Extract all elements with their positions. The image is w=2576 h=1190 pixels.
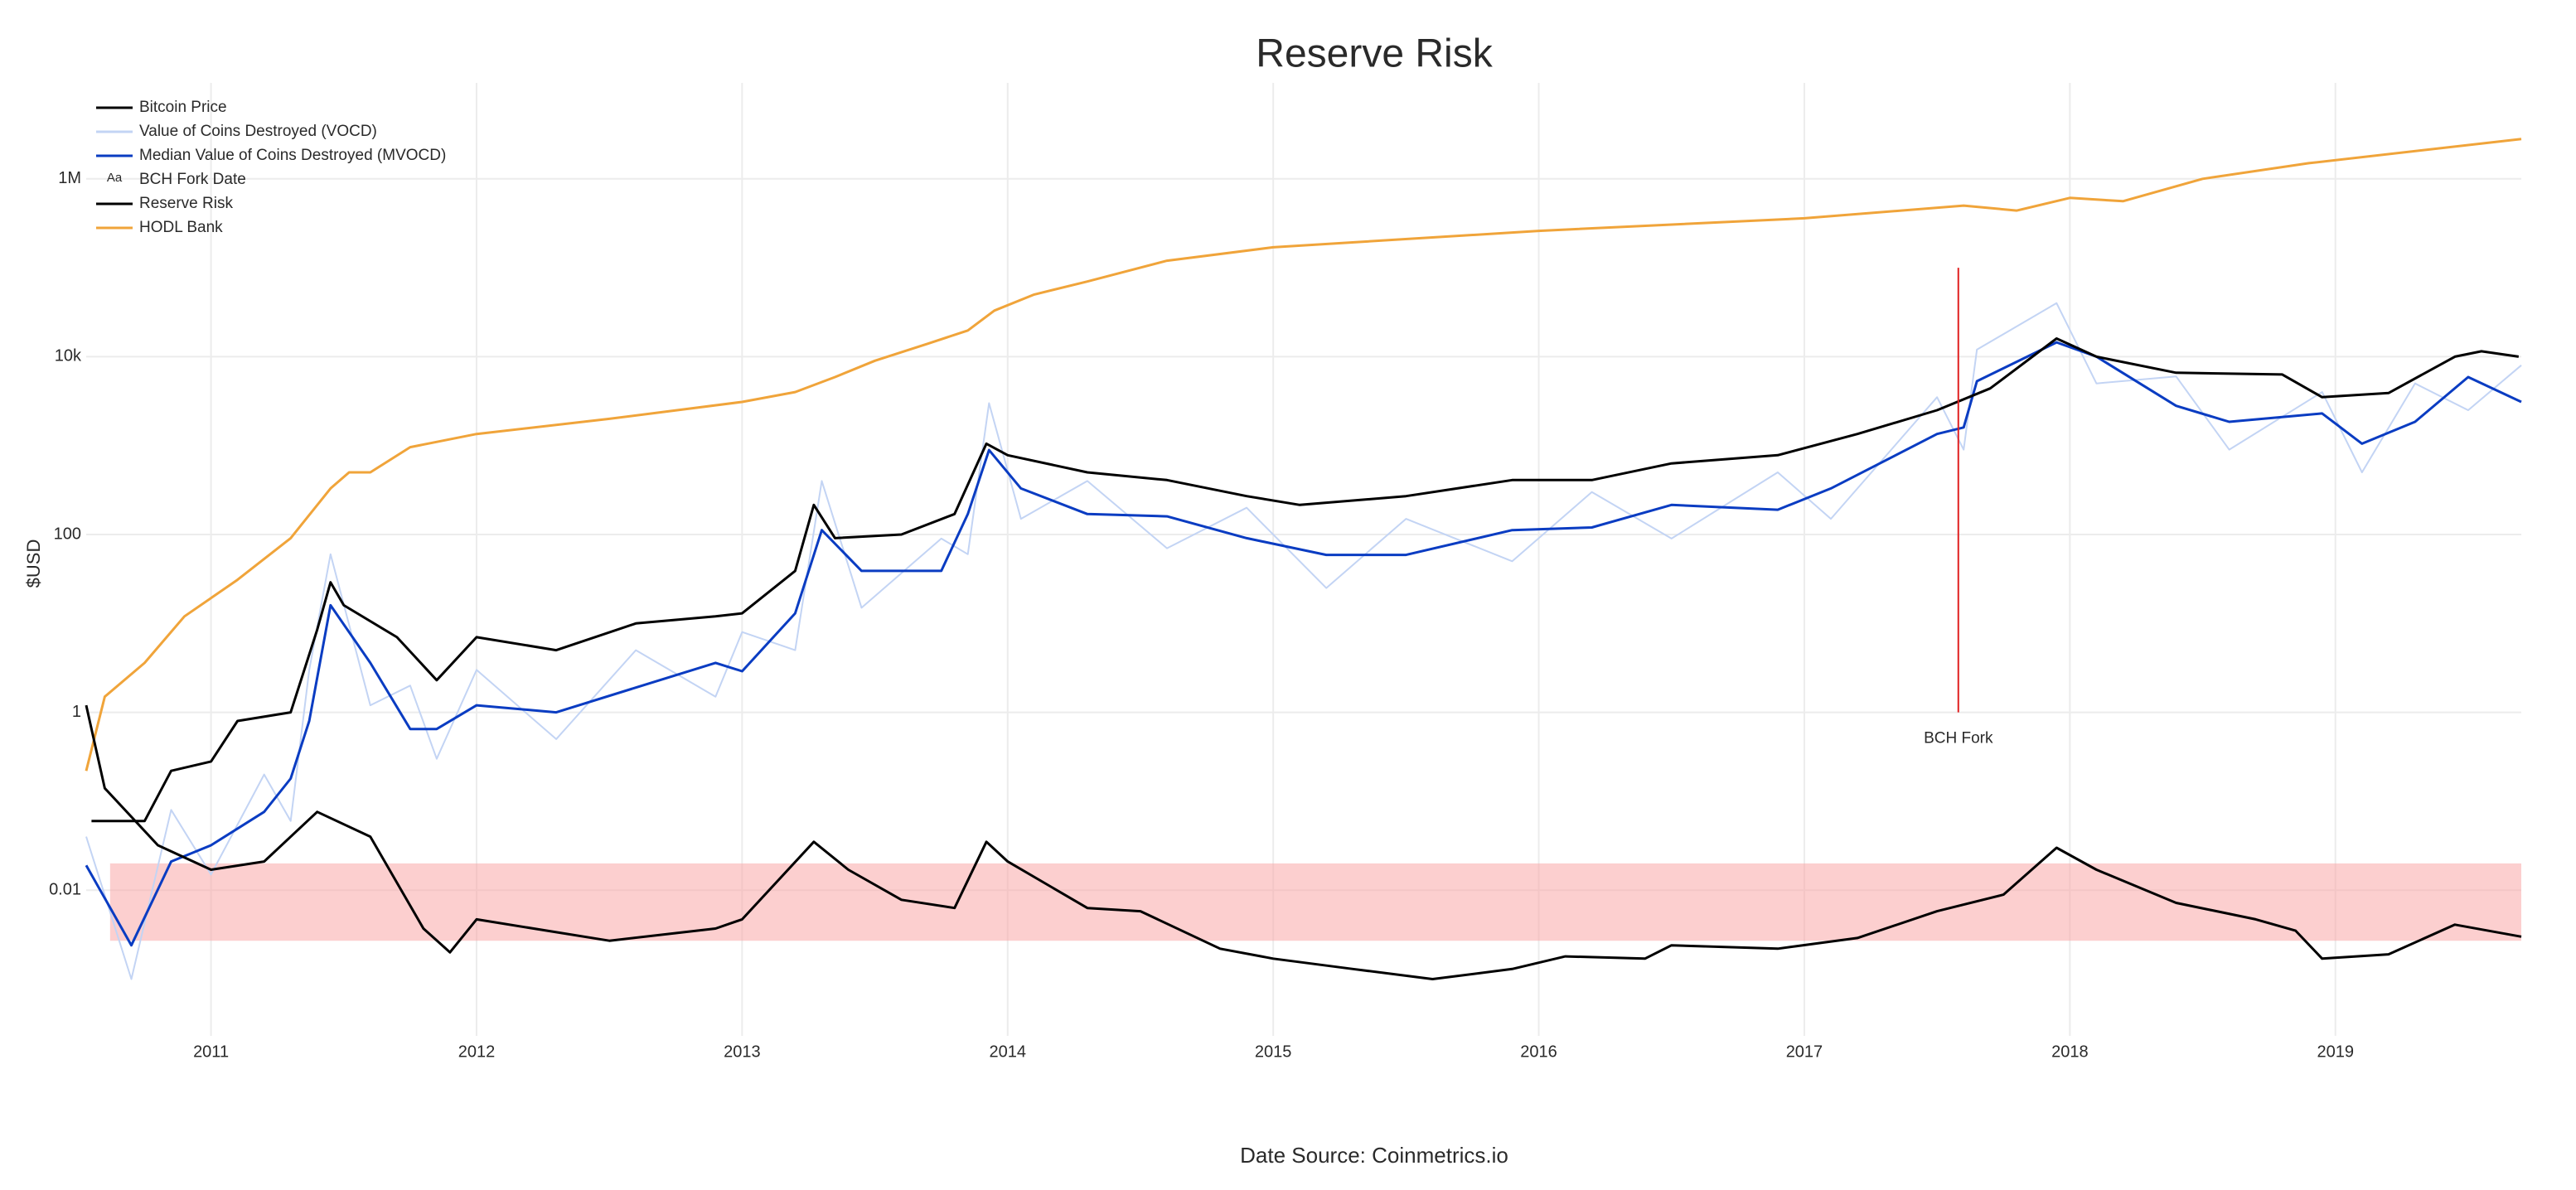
x-tick-label: 2017 [1786,1042,1823,1061]
annotation: BCH Fork [1924,730,1993,747]
risk-band [109,863,2521,941]
x-tick-label: 2013 [724,1042,761,1061]
series-line [85,138,2522,772]
legend-label: Median Value of Coins Destroyed (MVOCD) [139,147,446,164]
x-tick-label: 2016 [1520,1042,1557,1061]
legend-label: Value of Coins Destroyed (VOCD) [139,123,377,140]
y-tick-label: 1M [58,169,81,187]
y-tick-label: 10k [55,347,82,365]
y-tick-label: 100 [54,525,81,543]
legend-label: Bitcoin Price [139,99,227,116]
legend: Bitcoin Price Value of Coins Destroyed (V… [96,99,446,236]
x-tick-label: 2011 [193,1042,229,1061]
y-tick-label: 0.01 [49,880,81,898]
y-tick-label: 1 [72,703,81,721]
x-tick-label: 2015 [1255,1042,1292,1061]
legend-label: HODL Bank [139,219,223,236]
y-axis-label: $USD [23,539,44,588]
x-tick-label: 2012 [458,1042,496,1061]
footer: Date Source: Coinmetrics.io [1240,1143,1508,1168]
series-line [85,704,2522,980]
x-tick-label: 2019 [2317,1042,2354,1061]
chart-title: Reserve Risk [1256,32,1493,76]
x-tick-label: 2014 [990,1042,1027,1061]
series-line [85,341,2522,947]
legend-symbol: Aa [107,171,123,185]
series-line [91,337,2520,823]
x-tick-label: 2018 [2051,1042,2089,1061]
legend-label: Reserve Risk [139,195,233,212]
legend-label: BCH Fork Date [139,171,246,188]
